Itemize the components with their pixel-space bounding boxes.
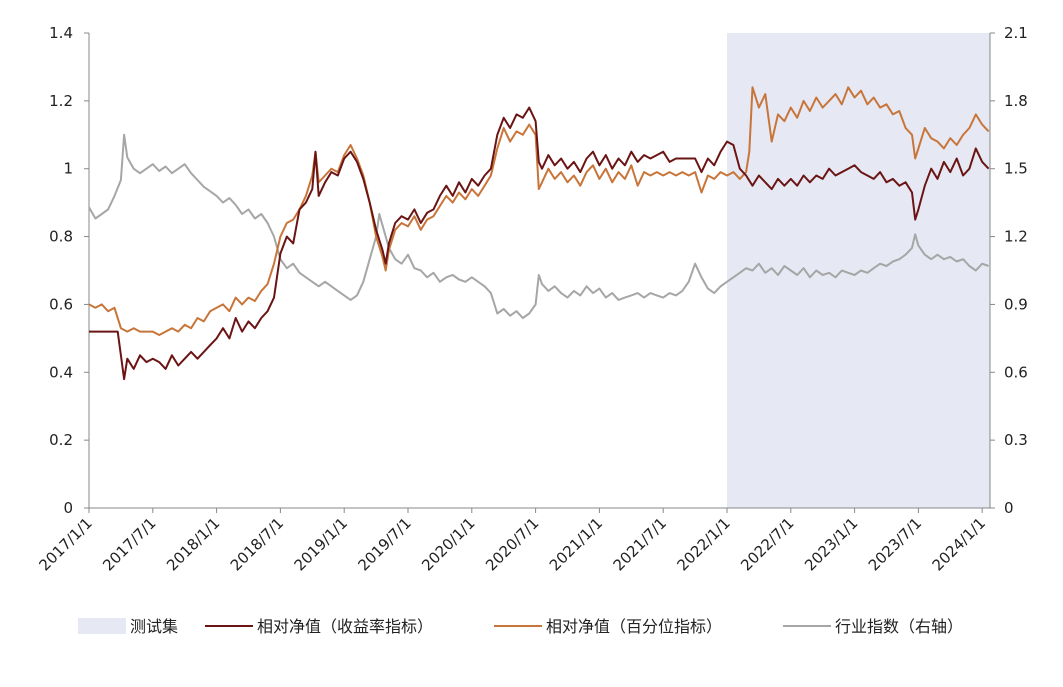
y-right-tick-label: 0.6 bbox=[1004, 363, 1028, 381]
y-left-tick-label: 0.8 bbox=[49, 228, 73, 246]
x-tick-label: 2021/7/1 bbox=[610, 514, 670, 574]
y-right-tick-label: 0.3 bbox=[1004, 431, 1028, 449]
y-left-tick-label: 1 bbox=[63, 160, 73, 178]
x-tick-label: 2022/7/1 bbox=[737, 514, 797, 574]
x-tick-label: 2017/7/1 bbox=[99, 514, 159, 574]
legend-label: 相对净值（收益率指标） bbox=[257, 617, 433, 636]
x-tick-label: 2020/7/1 bbox=[482, 514, 542, 574]
y-left-tick-label: 1.2 bbox=[49, 92, 73, 110]
y-right-tick-label: 1.8 bbox=[1004, 92, 1028, 110]
y-left-tick-label: 0.2 bbox=[49, 431, 73, 449]
x-tick-label: 2019/7/1 bbox=[354, 514, 414, 574]
x-tick-label: 2023/1/1 bbox=[801, 514, 861, 574]
axes-layer bbox=[84, 32, 995, 513]
x-tick-label: 2018/1/1 bbox=[163, 514, 223, 574]
test-set-region bbox=[727, 33, 990, 508]
y-right-tick-label: 1.5 bbox=[1004, 160, 1028, 178]
y-left-tick-label: 0.6 bbox=[49, 295, 73, 313]
x-tick-label: 2023/7/1 bbox=[865, 514, 925, 574]
y-left-tick-label: 0.4 bbox=[49, 363, 73, 381]
y-right-tick-label: 1.2 bbox=[1004, 228, 1028, 246]
x-tick-label: 2022/1/1 bbox=[673, 514, 733, 574]
series-layer bbox=[88, 86, 990, 381]
y-left-tick-label: 0 bbox=[63, 499, 73, 517]
y-right-tick-label: 2.1 bbox=[1004, 24, 1028, 42]
x-tick-label: 2018/7/1 bbox=[227, 514, 287, 574]
series-line-0 bbox=[89, 106, 990, 381]
shade-layer bbox=[727, 33, 990, 508]
y-right-tick-label: 0.9 bbox=[1004, 295, 1028, 313]
series-line-1 bbox=[88, 86, 990, 336]
legend-label: 行业指数（右轴） bbox=[835, 617, 963, 636]
x-tick-label: 2020/1/1 bbox=[418, 514, 478, 574]
y-right-tick-label: 0 bbox=[1004, 499, 1014, 517]
x-tick-label: 2017/1/1 bbox=[35, 514, 95, 574]
x-tick-label: 2019/1/1 bbox=[291, 514, 351, 574]
legend-swatch-box bbox=[78, 618, 126, 634]
x-tick-label: 2021/1/1 bbox=[546, 514, 606, 574]
x-tick-label: 2024/1/1 bbox=[929, 514, 989, 574]
legend: 测试集 相对净值（收益率指标） 相对净值（百分位指标） 行业指数（右轴） bbox=[78, 617, 963, 636]
y-left-tick-label: 1.4 bbox=[49, 24, 73, 42]
legend-label: 相对净值（百分位指标） bbox=[546, 617, 722, 636]
series-line-2 bbox=[88, 133, 989, 319]
legend-label: 测试集 bbox=[130, 617, 178, 636]
